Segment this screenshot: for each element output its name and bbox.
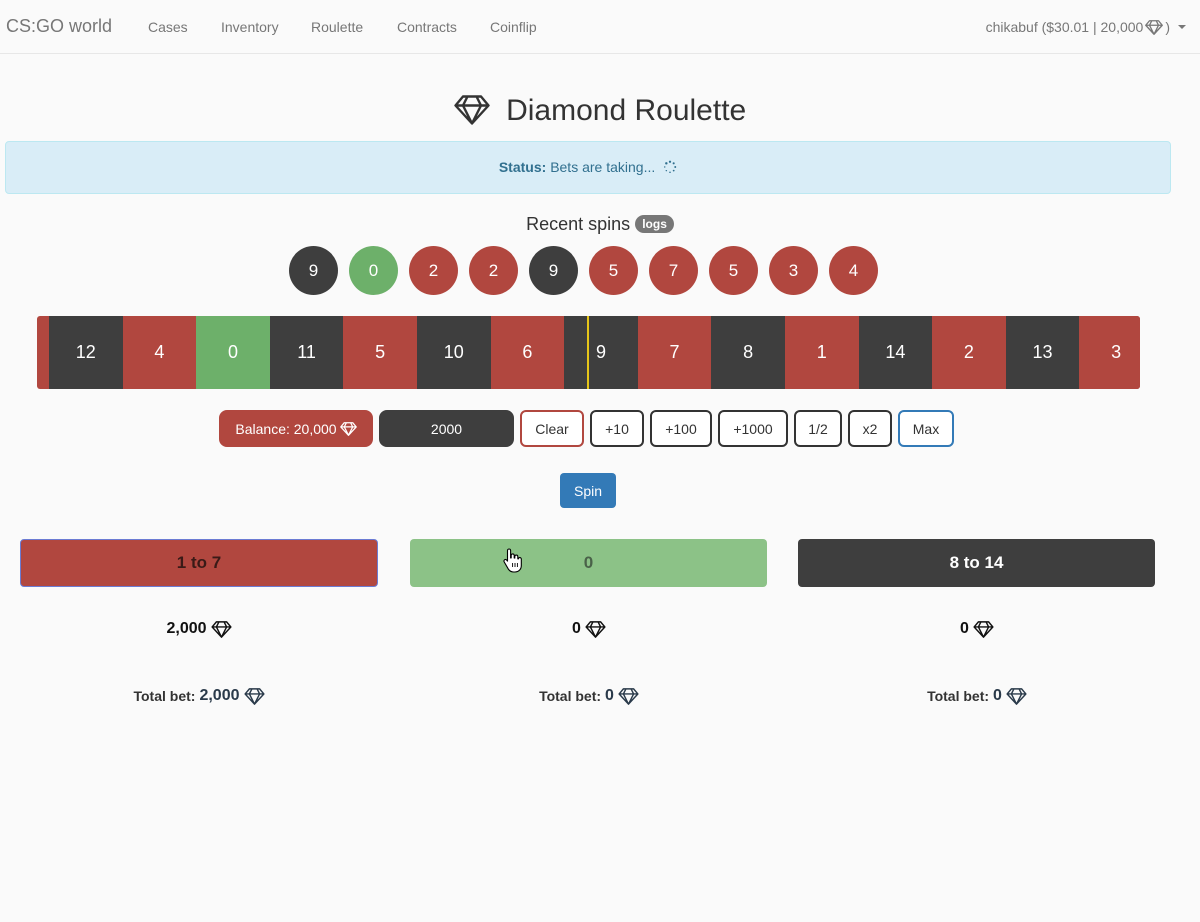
half-button[interactable]: 1/2 (794, 410, 842, 447)
roulette-cell: 10 (416, 316, 491, 389)
total-bet-value: 0 (993, 687, 1002, 704)
plus-1000-button[interactable]: +1000 (718, 410, 788, 447)
max-button[interactable]: Max (898, 410, 954, 447)
total-bet-label: Total bet: (539, 688, 602, 704)
diamond-icon (243, 687, 265, 705)
recent-spin-ball: 5 (709, 246, 758, 295)
bet-black-amount: 0 (798, 620, 1156, 638)
plus-100-button[interactable]: +100 (650, 410, 712, 447)
roulette-cell: 0 (196, 316, 270, 389)
user-menu-label: chikabuf ($30.01 | 20,000 (985, 19, 1144, 35)
page-title-text: Diamond Roulette (506, 94, 747, 127)
recent-spin-ball: 0 (349, 246, 398, 295)
hand-cursor-icon (503, 548, 522, 573)
diamond-icon (339, 421, 357, 436)
bet-green-total: Total bet: 0 (410, 687, 768, 705)
plus-10-button[interactable]: +10 (590, 410, 644, 447)
nav-link-coinflip[interactable]: Coinflip (490, 19, 537, 35)
roulette-cell: 5 (343, 316, 417, 389)
user-menu-suffix: ) (1165, 19, 1170, 35)
bet-red-button[interactable]: 1 to 7 (20, 539, 378, 587)
clear-button[interactable]: Clear (520, 410, 584, 447)
roulette-cell: 12 (49, 316, 123, 389)
roulette-cell: 2 (932, 316, 1006, 389)
logs-badge[interactable]: logs (635, 215, 674, 234)
caret-down-icon (1178, 25, 1186, 29)
recent-spin-ball: 4 (829, 246, 878, 295)
recent-spins-label: Recent spins (526, 214, 631, 234)
bet-green-button[interactable]: 0 (410, 539, 767, 587)
recent-spin-ball: 5 (589, 246, 638, 295)
nav-link-roulette[interactable]: Roulette (311, 19, 364, 35)
bet-black-total: Total bet: 0 (798, 687, 1156, 705)
spin-button[interactable]: Spin (560, 473, 616, 508)
roulette-cell: 11 (269, 316, 344, 389)
bet-black-button[interactable]: 8 to 14 (798, 539, 1155, 587)
roulette-strip-cells: 12 4 0 11 5 10 6 9 7 8 1 14 2 13 3 (49, 316, 1140, 389)
nav-link-cases[interactable]: Cases (148, 19, 188, 35)
bet-red-amount: 2,000 (20, 620, 378, 638)
diamond-icon (618, 687, 639, 705)
nav-link-inventory[interactable]: Inventory (221, 19, 279, 35)
balance-display: Balance: 20,000 (219, 410, 373, 447)
diamond-icon (1006, 687, 1027, 705)
roulette-cell: 7 (637, 316, 712, 389)
total-bet-value: 0 (605, 687, 614, 704)
diamond-icon (210, 620, 232, 638)
roulette-cell: 3 (1079, 316, 1140, 389)
recent-spin-ball: 9 (529, 246, 578, 295)
navbar: CS:GO world Cases Inventory Roulette Con… (0, 0, 1200, 54)
recent-spin-ball: 2 (409, 246, 458, 295)
bet-controls: Balance: 20,000 2000 Clear +10 +100 +1000 1/… (219, 410, 954, 447)
diamond-icon (454, 95, 490, 125)
total-bet-label: Total bet: (927, 688, 990, 704)
page-title: Diamond Roulette (0, 94, 1200, 128)
brand-link[interactable]: CS:GO world (6, 16, 113, 36)
bet-red-total: Total bet: 2,000 (20, 687, 378, 705)
recent-spins-title: Recent spins logs (0, 214, 1200, 235)
status-label: Status: (498, 159, 547, 175)
double-button[interactable]: x2 (848, 410, 892, 447)
diamond-icon (973, 620, 994, 638)
bet-green-amount-value: 0 (572, 620, 581, 637)
bet-red-amount-value: 2,000 (166, 620, 207, 637)
recent-spin-ball: 2 (469, 246, 518, 295)
roulette-cell: 6 (490, 316, 565, 389)
bet-amount-input[interactable]: 2000 (379, 410, 514, 447)
recent-spin-ball: 9 (289, 246, 338, 295)
user-menu[interactable]: chikabuf ($30.01 | 20,000 ) (986, 19, 1186, 35)
status-alert: Status: Bets are taking... (5, 141, 1171, 194)
loading-spinner-icon (664, 160, 677, 174)
roulette-cell: 1 (784, 316, 859, 389)
roulette-strip: 12 4 0 11 5 10 6 9 7 8 1 14 2 13 3 (37, 316, 1140, 389)
total-bet-label: Total bet: (133, 688, 196, 704)
recent-spin-ball: 3 (769, 246, 818, 295)
diamond-icon (585, 620, 606, 638)
roulette-pointer (587, 316, 589, 389)
roulette-cell: 14 (858, 316, 933, 389)
balance-text: Balance: 20,000 (235, 420, 337, 437)
roulette-cell: 13 (1005, 316, 1080, 389)
total-bet-value: 2,000 (199, 687, 240, 704)
roulette-cell: 4 (122, 316, 197, 389)
roulette-cell: 9 (564, 316, 638, 389)
bet-green-amount: 0 (410, 620, 768, 638)
nav-link-contracts[interactable]: Contracts (397, 19, 457, 35)
bet-black-amount-value: 0 (960, 620, 969, 637)
recent-spin-ball: 7 (649, 246, 698, 295)
diamond-icon (1145, 19, 1164, 35)
status-text: Bets are taking... (550, 159, 656, 175)
roulette-cell: 8 (711, 316, 785, 389)
